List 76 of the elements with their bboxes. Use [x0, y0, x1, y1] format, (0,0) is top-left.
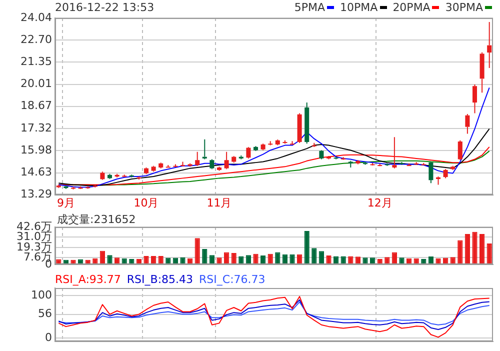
candlestick [100, 171, 105, 180]
bar [202, 248, 208, 264]
candlestick [480, 52, 484, 94]
legend-label: 10PMA [340, 1, 378, 14]
bar [194, 238, 200, 264]
bar [464, 234, 470, 264]
candlestick [238, 154, 244, 160]
candlestick [472, 84, 478, 114]
text: RSI_A:93.77 [55, 273, 121, 286]
candlestick [326, 155, 332, 160]
y-tick-label: 20.01 [20, 77, 52, 90]
y-tick-label: 0 [45, 330, 52, 344]
bar [486, 244, 492, 264]
candlestick [443, 168, 448, 179]
bar [253, 254, 258, 264]
candlestick [465, 114, 470, 134]
candlestick [114, 173, 120, 178]
bar [472, 232, 478, 264]
bar [318, 251, 324, 264]
x-tick-label: 12月 [367, 196, 392, 210]
legend-label: 5PMA [294, 1, 326, 14]
candlestick [487, 21, 492, 68]
candlestick [275, 139, 280, 146]
candlestick [216, 166, 222, 172]
legend-label: 30PMA [445, 1, 483, 14]
y-tick-label: 13.29 [20, 188, 52, 201]
bar [290, 254, 295, 264]
candlestick [246, 146, 251, 159]
bar [100, 250, 106, 264]
y-tick-label: 17.32 [20, 121, 52, 134]
bar [231, 252, 236, 264]
candlestick [107, 173, 112, 180]
bar [296, 254, 302, 264]
bar [479, 234, 485, 264]
bar [312, 248, 317, 264]
bar [458, 240, 463, 264]
y-tick-label: 14.63 [20, 166, 52, 179]
bar [246, 255, 252, 264]
y-tick-label: 100 [31, 288, 52, 302]
candlestick [319, 150, 324, 160]
candlestick [436, 176, 441, 186]
candlestick [392, 136, 397, 169]
x-tick-label: 11月 [206, 196, 232, 210]
candlestick [64, 185, 68, 190]
bar [282, 254, 288, 264]
x-tick-label: 9月 [56, 196, 75, 210]
bar [304, 231, 310, 264]
y-tick-label: 15.98 [20, 143, 52, 156]
candlestick [428, 162, 434, 184]
bar [224, 252, 230, 264]
y-tick-label: 18.67 [20, 99, 52, 112]
candlestick [297, 112, 302, 144]
candlestick [158, 162, 164, 169]
chart-title: 成交量:231652 [57, 212, 136, 227]
text: RSI_C:76.73 [199, 273, 266, 286]
bar [392, 252, 398, 264]
legend-label: 20PMA [392, 1, 430, 14]
candlestick [232, 155, 236, 164]
candlestick [253, 146, 258, 152]
y-tick-label: 56 [38, 307, 52, 320]
text: RSI_B:85.43 [126, 273, 194, 286]
x-tick-label: 10月 [134, 196, 159, 210]
bar [209, 255, 215, 264]
candlestick [195, 151, 200, 166]
bar [275, 252, 280, 264]
y-tick-label: 24.04 [20, 10, 52, 24]
candlestick [348, 160, 353, 168]
candlestick [224, 151, 229, 170]
chart-title: 2016-12-22 13:53 [55, 1, 154, 14]
candlestick [202, 138, 207, 160]
y-tick-label: 21.35 [20, 55, 52, 68]
candlestick [304, 102, 310, 144]
bar [268, 254, 273, 264]
y-tick-label: 42.6万 [16, 220, 52, 233]
y-tick-label: 22.70 [20, 32, 52, 46]
bar [107, 255, 112, 264]
